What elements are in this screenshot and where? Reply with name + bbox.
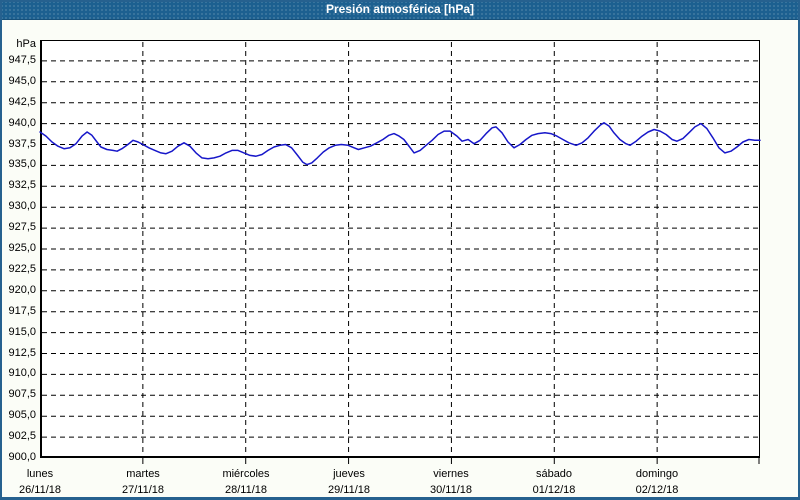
plot-background xyxy=(40,40,760,458)
x-day-label: jueves xyxy=(333,468,365,480)
x-date-label: 27/11/18 xyxy=(121,484,164,496)
y-tick-label: 920,0 xyxy=(8,284,36,296)
x-date-label: 30/11/18 xyxy=(429,484,472,496)
y-tick-label: 915,0 xyxy=(8,326,36,338)
window-titlebar: Presión atmosférica [hPa] xyxy=(0,0,800,20)
x-date-label: 02/12/18 xyxy=(635,484,679,496)
y-tick-label: 927,5 xyxy=(8,221,36,233)
x-date-label: 28/11/18 xyxy=(224,484,267,496)
y-tick-label: 905,0 xyxy=(8,409,36,421)
y-tick-label: 937,5 xyxy=(8,138,36,150)
y-tick-label: 902,5 xyxy=(8,430,36,442)
y-tick-label: 917,5 xyxy=(8,305,36,317)
y-tick-label: 922,5 xyxy=(8,263,36,275)
x-day-label: miércoles xyxy=(222,468,270,480)
y-tick-label: 947,5 xyxy=(8,54,36,66)
y-tick-label: 912,5 xyxy=(8,347,36,359)
y-tick-label: 932,5 xyxy=(8,179,36,191)
y-tick-label: 925,0 xyxy=(8,242,36,254)
y-tick-label: 900,0 xyxy=(8,451,36,463)
x-date-label: 26/11/18 xyxy=(18,484,61,496)
x-day-label: martes xyxy=(126,468,160,480)
y-tick-label: 935,0 xyxy=(8,158,36,170)
x-day-label: domingo xyxy=(635,468,679,480)
x-date-label: 01/12/18 xyxy=(532,484,576,496)
y-tick-label: 910,0 xyxy=(8,367,36,379)
y-tick-label: 907,5 xyxy=(8,388,36,400)
pressure-line xyxy=(39,122,761,166)
y-tick-label: 945,0 xyxy=(8,75,36,87)
window-title: Presión atmosférica [hPa] xyxy=(325,2,475,16)
x-day-label: viernes xyxy=(433,468,469,480)
y-tick-label: 942,5 xyxy=(8,96,36,108)
y-tick-label: 940,0 xyxy=(8,117,36,129)
y-axis-unit-label: hPa xyxy=(16,38,36,50)
pressure-plot-area xyxy=(39,40,761,464)
y-tick-label: 930,0 xyxy=(8,200,36,212)
x-day-label: lunes xyxy=(26,468,54,480)
x-date-label: 29/11/18 xyxy=(327,484,370,496)
x-day-label: sábado xyxy=(535,468,573,480)
